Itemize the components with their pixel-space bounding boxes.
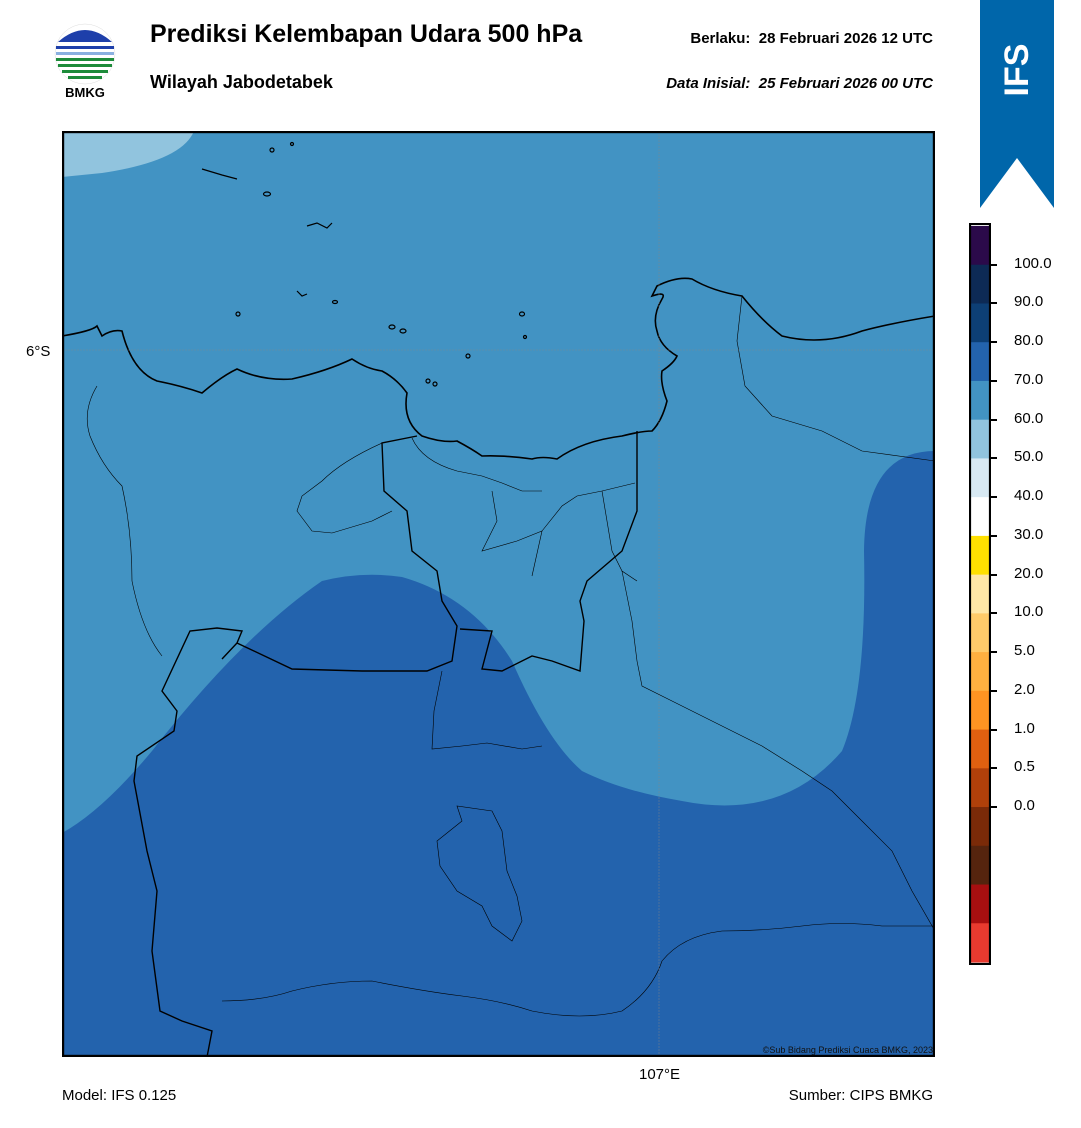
colorbar-label: 30.0: [1014, 525, 1044, 543]
colorbar-label: 0.0: [1014, 797, 1035, 815]
map-frame: [62, 131, 935, 1057]
colorbar-segment: [969, 768, 991, 808]
colorbar-tick: [991, 418, 997, 421]
source-label: Sumber: CIPS BMKG: [788, 1087, 933, 1104]
colorbar-label: 80.0: [1014, 332, 1044, 350]
colorbar-tick: [991, 534, 997, 537]
ifs-ribbon-text: IFS: [998, 43, 1036, 97]
colorbar-label: 40.0: [1014, 487, 1044, 505]
valid-value: 28 Februari 2026 12 UTC: [758, 30, 933, 47]
colorbar-segment: [969, 226, 991, 266]
colorbar-tick: [991, 689, 997, 692]
colorbar-tick: [991, 302, 997, 305]
colorbar-label: 5.0: [1014, 642, 1035, 660]
init-label: Data Inisial:: [666, 75, 751, 92]
latitude-label: 6°S: [26, 343, 51, 360]
logo-text: BMKG: [65, 85, 105, 100]
colorbar-tick: [991, 379, 997, 382]
regency-borders: [86, 295, 935, 1017]
colorbar-tick: [991, 612, 997, 615]
colorbar-segment: [969, 574, 991, 614]
coastline: [62, 277, 935, 460]
colorbar-segment: [969, 264, 991, 304]
humidity-field-60-70: [62, 131, 194, 177]
valid-time: Berlaku: 28 Februari 2026 12 UTC: [690, 30, 933, 47]
colorbar: [969, 223, 991, 965]
colorbar-segment: [969, 845, 991, 886]
colorbar-tick: [991, 767, 997, 770]
colorbar-label: 0.5: [1014, 758, 1035, 776]
colorbar-segment: [969, 807, 991, 847]
colorbar-segment: [969, 342, 991, 382]
colorbar-segment: [969, 419, 991, 459]
colorbar-label: 50.0: [1014, 448, 1044, 466]
colorbar-tick: [991, 651, 997, 654]
colorbar-label: 1.0: [1014, 719, 1035, 737]
humidity-map: [62, 131, 935, 1057]
colorbar-label: 60.0: [1014, 409, 1044, 427]
valid-label: Berlaku:: [690, 30, 751, 47]
colorbar-segment: [969, 884, 991, 924]
colorbar-frame: [969, 223, 991, 965]
colorbar-tick: [991, 496, 997, 499]
colorbar-segment: [969, 535, 991, 576]
colorbar-segment: [969, 458, 991, 498]
province-border: [133, 431, 638, 1057]
colorbar-label: 2.0: [1014, 680, 1035, 698]
humidity-field-80-90: [62, 451, 935, 1057]
colorbar-segment: [969, 613, 991, 653]
model-label: Model: IFS 0.125: [62, 1087, 177, 1104]
colorbar-tick: [991, 573, 997, 576]
colorbar-segment: [969, 497, 991, 537]
colorbar-tick: [991, 728, 997, 731]
thousand-islands: [201, 141, 528, 387]
bmkg-logo-icon: [54, 23, 116, 85]
colorbar-tick: [991, 263, 997, 266]
colorbar-segment: [969, 380, 991, 421]
colorbar-segment: [969, 729, 991, 769]
map-title: Prediksi Kelembapan Udara 500 hPa: [150, 20, 583, 48]
colorbar-segment: [969, 303, 991, 343]
colorbar-segment: [969, 652, 991, 692]
copyright: ©Sub Bidang Prediksi Cuaca BMKG, 2023: [762, 1045, 933, 1055]
colorbar-label: 20.0: [1014, 564, 1044, 582]
init-value: 25 Februari 2026 00 UTC: [758, 75, 933, 92]
colorbar-segment: [969, 923, 991, 963]
colorbar-tick: [991, 341, 997, 344]
colorbar-tick: [991, 806, 997, 809]
colorbar-segment: [969, 690, 991, 731]
ifs-ribbon: [980, 0, 1054, 208]
map-subtitle: Wilayah Jabodetabek: [150, 72, 333, 92]
init-time: Data Inisial: 25 Februari 2026 00 UTC: [666, 75, 933, 92]
colorbar-tick: [991, 457, 997, 460]
colorbar-label: 10.0: [1014, 603, 1044, 621]
longitude-label: 107°E: [639, 1066, 681, 1083]
colorbar-label: 100.0: [1014, 254, 1052, 272]
ifs-ribbon-label: IFS: [980, 40, 1054, 100]
colorbar-label: 70.0: [1014, 370, 1044, 388]
colorbar-label: 90.0: [1014, 293, 1044, 311]
